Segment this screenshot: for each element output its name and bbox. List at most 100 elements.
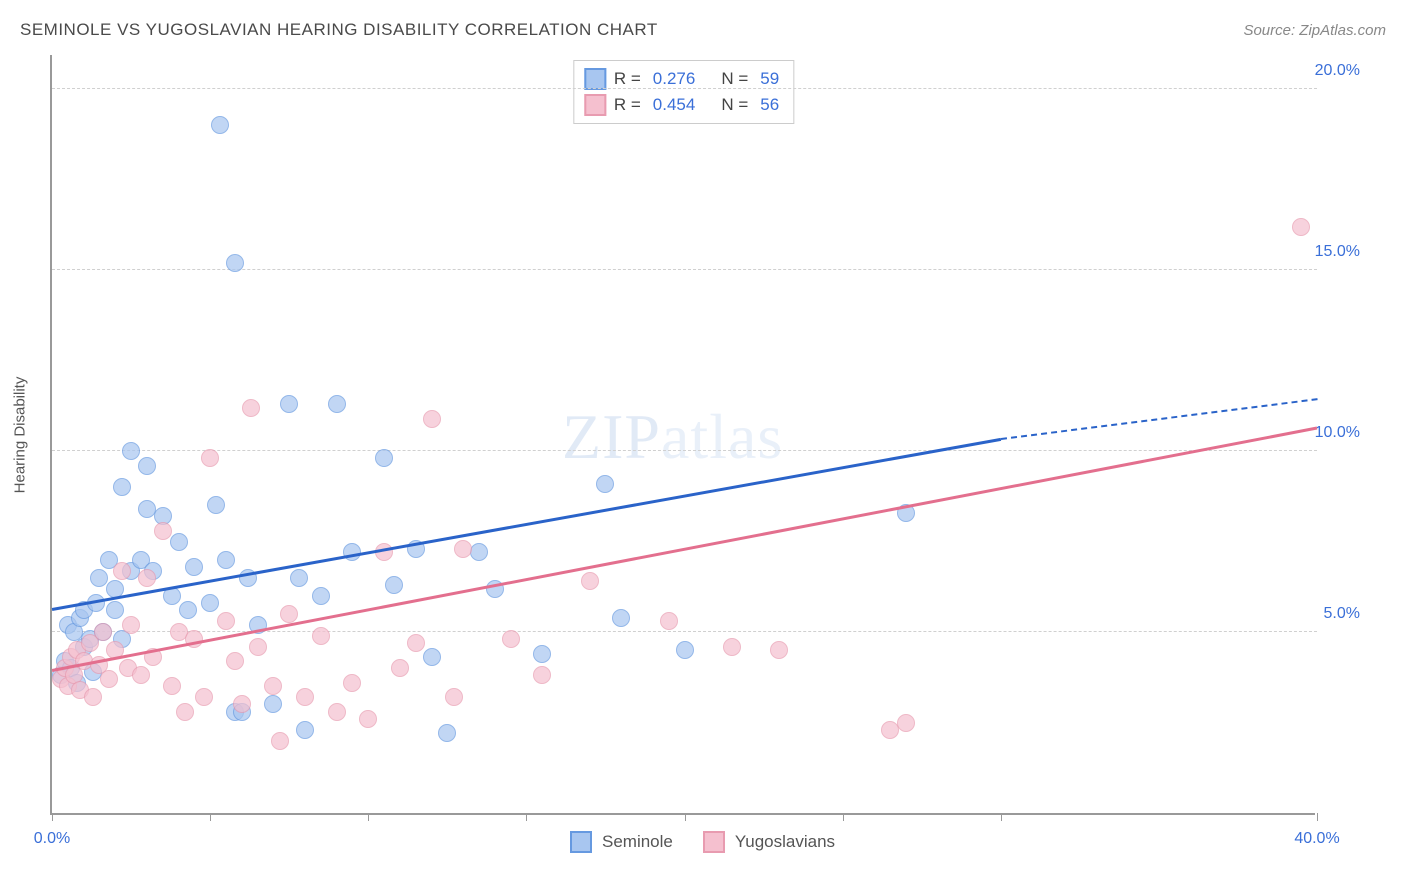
scatter-point	[723, 638, 741, 656]
scatter-point	[391, 659, 409, 677]
scatter-point	[359, 710, 377, 728]
legend-correlation-row: R = 0.454 N = 56	[584, 92, 783, 118]
scatter-point	[454, 540, 472, 558]
legend-swatch	[584, 68, 606, 90]
scatter-point	[375, 543, 393, 561]
trend-line	[52, 427, 1317, 672]
legend-correlation: R = 0.276 N = 59 R = 0.454 N = 56	[573, 60, 794, 124]
legend-n-value: 56	[760, 95, 779, 115]
scatter-point	[581, 572, 599, 590]
chart-source: Source: ZipAtlas.com	[1243, 22, 1386, 39]
scatter-point	[211, 116, 229, 134]
scatter-point	[296, 721, 314, 739]
scatter-point	[280, 605, 298, 623]
scatter-point	[226, 254, 244, 272]
scatter-point	[423, 648, 441, 666]
x-tick	[1001, 813, 1002, 821]
scatter-point	[271, 732, 289, 750]
scatter-point	[201, 449, 219, 467]
scatter-point	[176, 703, 194, 721]
x-tick	[526, 813, 527, 821]
legend-series-label: Yugoslavians	[735, 832, 835, 852]
x-tick-label: 40.0%	[1294, 830, 1339, 848]
scatter-point	[770, 641, 788, 659]
scatter-point	[163, 677, 181, 695]
legend-n-label: N =	[721, 95, 748, 115]
x-tick-label: 0.0%	[34, 830, 70, 848]
scatter-point	[122, 442, 140, 460]
legend-series-item: Yugoslavians	[703, 831, 835, 853]
scatter-point	[207, 496, 225, 514]
scatter-point	[385, 576, 403, 594]
scatter-point	[170, 533, 188, 551]
scatter-point	[132, 666, 150, 684]
chart-title: SEMINOLE VS YUGOSLAVIAN HEARING DISABILI…	[20, 20, 658, 40]
scatter-point	[445, 688, 463, 706]
scatter-point	[290, 569, 308, 587]
scatter-point	[195, 688, 213, 706]
legend-series-label: Seminole	[602, 832, 673, 852]
y-tick-label: 20.0%	[1315, 62, 1360, 80]
scatter-point	[94, 623, 112, 641]
scatter-point	[533, 666, 551, 684]
y-tick-label: 15.0%	[1315, 243, 1360, 261]
scatter-point	[328, 395, 346, 413]
scatter-point	[264, 677, 282, 695]
gridline	[52, 450, 1317, 451]
scatter-point	[312, 587, 330, 605]
scatter-point	[533, 645, 551, 663]
scatter-point	[185, 558, 203, 576]
y-tick-label: 10.0%	[1315, 424, 1360, 442]
x-tick	[52, 813, 53, 821]
scatter-point	[280, 395, 298, 413]
scatter-point	[502, 630, 520, 648]
scatter-point	[423, 410, 441, 428]
scatter-point	[1292, 218, 1310, 236]
scatter-point	[138, 457, 156, 475]
scatter-point	[470, 543, 488, 561]
legend-r-label: R =	[614, 95, 641, 115]
legend-series-item: Seminole	[570, 831, 673, 853]
gridline	[52, 88, 1317, 89]
legend-n-value: 59	[760, 69, 779, 89]
scatter-point	[100, 670, 118, 688]
scatter-point	[242, 399, 260, 417]
scatter-point	[249, 638, 267, 656]
scatter-point	[226, 652, 244, 670]
x-tick	[685, 813, 686, 821]
y-axis-label: Hearing Disability	[12, 377, 29, 494]
x-tick	[1317, 813, 1318, 821]
scatter-point	[438, 724, 456, 742]
legend-r-label: R =	[614, 69, 641, 89]
scatter-point	[84, 688, 102, 706]
watermark: ZIPatlas	[562, 400, 783, 474]
chart-header: SEMINOLE VS YUGOSLAVIAN HEARING DISABILI…	[20, 20, 1386, 40]
scatter-point	[233, 695, 251, 713]
scatter-point	[676, 641, 694, 659]
scatter-point	[179, 601, 197, 619]
scatter-point	[897, 714, 915, 732]
trend-line	[1001, 398, 1317, 440]
scatter-point	[660, 612, 678, 630]
scatter-point	[612, 609, 630, 627]
plot-box: ZIPatlas R =0.276N =59R =0.454N =56 5.0%…	[50, 55, 1315, 815]
scatter-point	[185, 630, 203, 648]
scatter-point	[106, 601, 124, 619]
scatter-point	[217, 551, 235, 569]
scatter-point	[407, 634, 425, 652]
trend-line	[52, 438, 1001, 611]
legend-r-value: 0.454	[653, 95, 696, 115]
scatter-point	[154, 522, 172, 540]
legend-swatch	[703, 831, 725, 853]
scatter-point	[217, 612, 235, 630]
scatter-point	[201, 594, 219, 612]
scatter-point	[312, 627, 330, 645]
scatter-point	[596, 475, 614, 493]
scatter-point	[90, 569, 108, 587]
scatter-point	[122, 616, 140, 634]
scatter-point	[343, 674, 361, 692]
scatter-point	[328, 703, 346, 721]
legend-r-value: 0.276	[653, 69, 696, 89]
legend-swatch	[570, 831, 592, 853]
scatter-point	[375, 449, 393, 467]
